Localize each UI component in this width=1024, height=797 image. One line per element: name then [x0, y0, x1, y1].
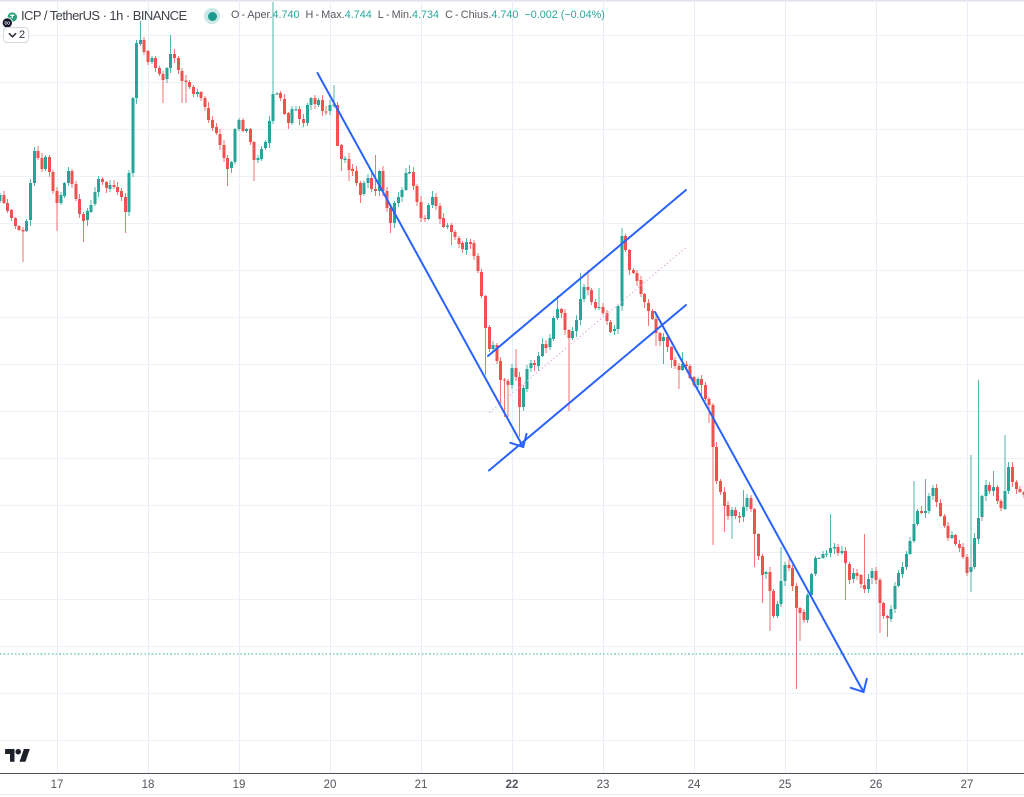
svg-text:19: 19	[233, 779, 246, 791]
svg-text:18: 18	[142, 779, 155, 791]
svg-text:26: 26	[870, 779, 883, 791]
svg-text:23: 23	[597, 779, 610, 791]
svg-text:27: 27	[961, 779, 974, 791]
svg-text:22: 22	[506, 779, 519, 791]
svg-text:17: 17	[51, 779, 64, 791]
svg-text:∞: ∞	[4, 18, 10, 28]
svg-text:20: 20	[324, 779, 337, 791]
svg-text:25: 25	[779, 779, 792, 791]
svg-text:24: 24	[688, 779, 701, 791]
svg-text:21: 21	[415, 779, 428, 791]
